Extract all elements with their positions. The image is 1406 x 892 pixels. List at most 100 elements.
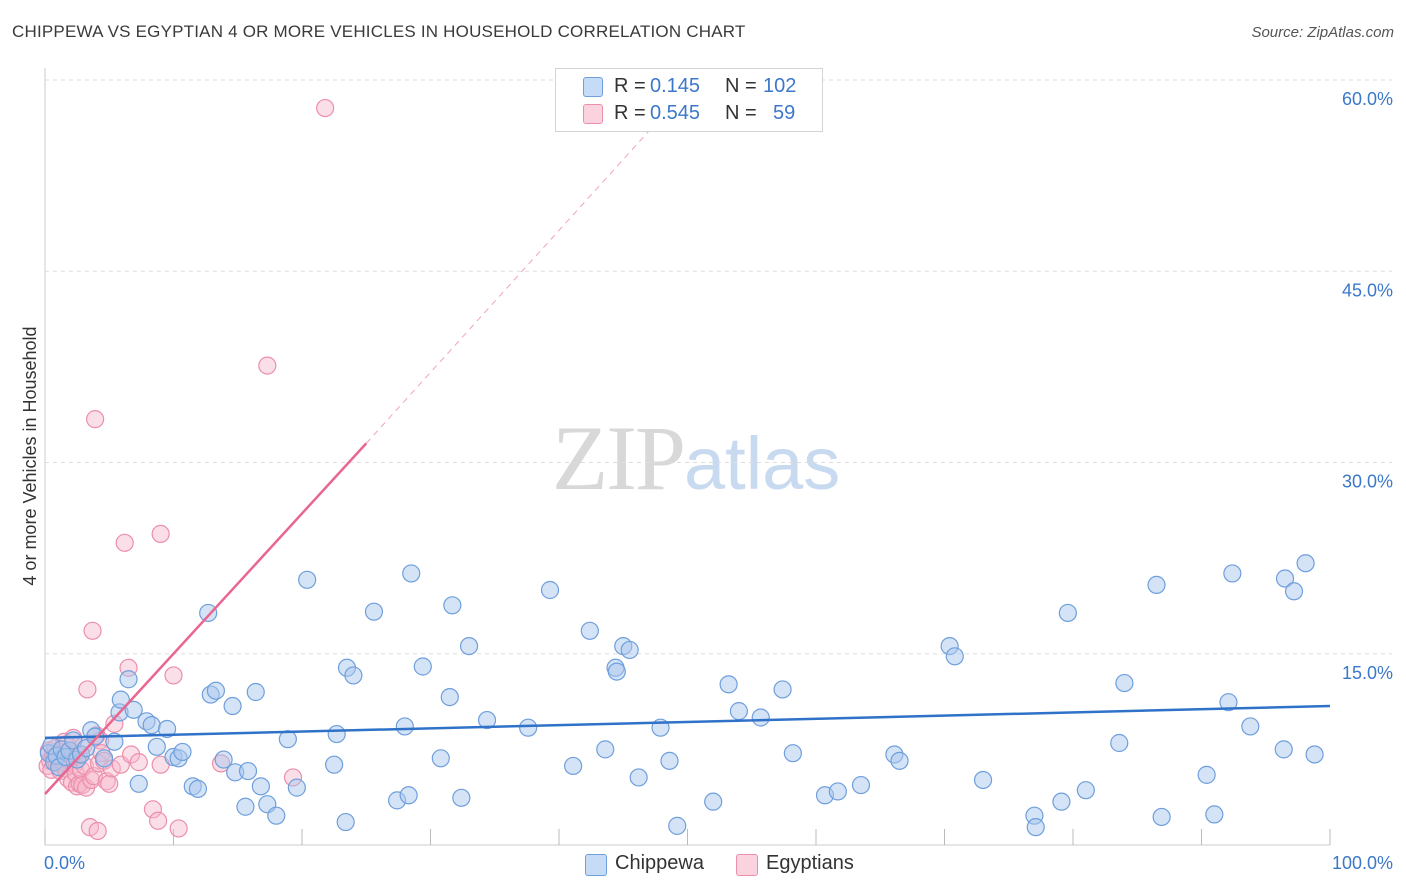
egyptians-point [78,680,97,699]
chippewa-point [1052,792,1071,811]
chippewa-point [246,682,265,702]
chippewa-point [236,797,255,816]
chippewa-point [399,786,418,805]
chippewa-point [395,717,414,736]
legend-row-chippewa: R = 0.145 N = 102 [556,74,822,100]
chippewa-point [95,749,114,768]
chippewa-point [344,666,363,685]
chippewa-point [519,718,538,737]
correlation-legend: R = 0.145 N = 102 R = 0.545 N = 59 [555,68,823,132]
egyptians-trend-line [44,442,368,795]
chippewa-point [477,710,497,730]
chippewa-point [945,647,964,666]
chippewa-point [267,806,286,825]
egyptians-point [86,410,105,429]
chippewa-point [1275,569,1295,588]
egyptians-point [164,666,183,685]
chippewa-point [147,737,166,756]
chippewa-points [39,554,1324,837]
egyptians-legend-label: Egyptians [766,852,854,874]
chippewa-point [142,716,161,735]
egyptians-trend-extension [365,130,650,444]
egyptians-swatch [583,104,603,124]
chippewa-point [773,680,792,699]
legend-n-value: 59 [773,102,796,124]
chippewa-point [1274,740,1293,759]
chippewa-point [1241,717,1260,736]
chippewa-point [157,719,177,739]
legend-row-egyptians: R = 0.545 N = 59 [556,101,822,127]
egyptians-point [121,745,141,764]
chippewa-point [1058,603,1077,623]
egyptians-point [115,533,134,552]
chippewa-point [336,812,355,832]
chippewa-point [851,775,871,795]
bottom-legend-chippewa: Chippewa [585,852,715,876]
chippewa-point [1223,564,1242,583]
chippewa-point [199,603,218,623]
chippewa-point [783,744,802,763]
chippewa-point [129,774,148,793]
egyptians-point [316,98,335,118]
chippewa-point [124,700,143,719]
chippewa-point [660,751,679,770]
y-axis-label: 4 or more Vehicles in Household [20,326,40,585]
chippewa-point [729,702,749,721]
chippewa-point [1026,818,1045,837]
chippewa-point [238,761,258,781]
chippewa-point [828,782,847,801]
chippewa-point [719,675,738,694]
legend-r-value: 0.545 [650,102,701,124]
watermark-atlas: atlas [684,422,841,505]
egyptians-point [88,821,107,841]
chippewa-point [251,777,270,796]
chippewa-point [327,724,346,744]
chippewa-point [459,636,479,656]
chippewa-point [973,770,993,790]
y-tick-label: 45.0% [1342,280,1393,300]
bottom-legend-egyptians: Egyptians [736,852,866,876]
y-tick-label: 15.0% [1342,663,1393,683]
y-tick-label: 60.0% [1342,89,1393,109]
chippewa-point [188,779,208,799]
chippewa-point [890,751,909,770]
x-tick-label: 0.0% [44,853,85,873]
chippewa-point [580,621,599,640]
egyptians-point [169,819,188,838]
chippewa-point [443,596,462,615]
zipatlas-watermark: ZIPatlas [552,405,840,511]
chippewa-point [298,570,317,589]
chippewa-point [1197,765,1216,784]
egyptians-legend-swatch [736,854,758,876]
chippewa-point [223,696,242,716]
egyptians-point [83,621,102,640]
legend-r-label: R = [614,75,646,97]
chippewa-point [596,740,615,759]
chippewa-trend-line [44,704,1331,740]
chippewa-point [1205,805,1224,824]
x-axis-ticks: 0.0% 100.0% [44,829,1393,873]
chippewa-point [564,756,583,776]
egyptians-point [100,774,119,793]
chippewa-point [1110,733,1129,753]
chippewa-point [607,662,626,681]
egyptians-point [129,753,148,772]
chippewa-point [620,640,639,660]
chippewa-point [440,687,459,707]
chippewa-point [1152,807,1171,827]
chippewa-point [1147,575,1166,595]
legend-r-label: R = [614,102,646,124]
chippewa-swatch [583,77,603,97]
grid-lines: 15.0% 30.0% 45.0% 60.0% [44,68,1393,846]
egyptians-point [148,811,168,830]
egyptians-point [143,800,163,819]
chippewa-point [629,768,648,787]
chippewa-point [1076,781,1095,800]
chippewa-point [111,690,130,709]
chippewa-legend-label: Chippewa [615,852,704,874]
chippewa-point [1284,582,1304,601]
legend-n-label: N = [725,75,757,97]
chippewa-point [1115,673,1134,693]
chippewa-point [364,602,384,621]
chippewa-point [431,749,450,768]
